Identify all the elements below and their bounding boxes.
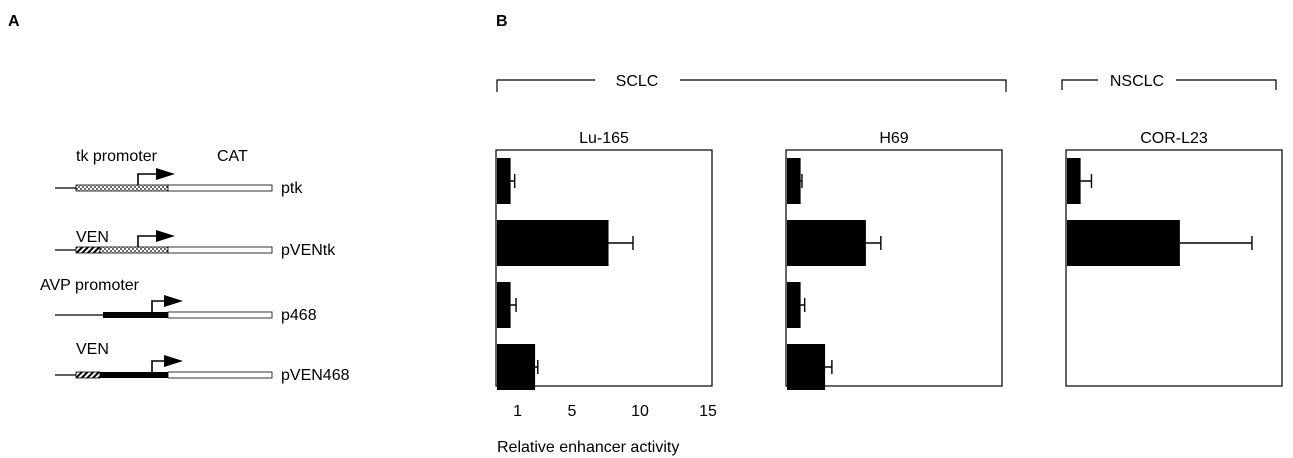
- bar-p468: [787, 282, 801, 328]
- chart-title-lu165: Lu-165: [579, 130, 629, 147]
- ven-label: VEN: [76, 341, 109, 358]
- construct-name: ptk: [281, 180, 303, 197]
- chart-frame-h69: [785, 149, 1003, 387]
- x-tick-label: 10: [631, 403, 649, 420]
- arrow-head: [164, 295, 183, 307]
- construct-name: p468: [281, 307, 317, 324]
- bar-pVENtk: [787, 220, 866, 266]
- cat-gene-box: [167, 371, 273, 379]
- error-bar: [865, 236, 882, 250]
- sclc-bracket: SCLC: [496, 73, 1007, 92]
- sclc-label: SCLC: [616, 73, 659, 90]
- chart-frame-corl23: [1065, 149, 1283, 387]
- construct-p468: AVP promoter p468: [40, 277, 317, 324]
- ven-label: VEN: [76, 229, 109, 246]
- cat-gene-box: [167, 184, 273, 192]
- nsclc-label: NSCLC: [1110, 73, 1164, 90]
- bar-ptk: [787, 158, 801, 204]
- bar-pVEN468: [787, 344, 826, 390]
- bars-layer: [497, 158, 1253, 390]
- cat-label: CAT: [217, 148, 248, 165]
- x-tick-labels: 1 5 10 15: [513, 403, 717, 420]
- error-bar: [510, 174, 516, 188]
- avp-promoter-box: [103, 312, 168, 318]
- arrow-head: [164, 355, 183, 367]
- error-bar: [800, 174, 803, 188]
- tk-promoter-label: tk promoter: [76, 148, 158, 165]
- cat-gene-box: [167, 246, 273, 254]
- bar-ptk: [497, 158, 511, 204]
- tk-promoter-box: [75, 184, 169, 192]
- tk-promoter-box: [99, 246, 169, 254]
- panel-a-label: A: [8, 13, 20, 30]
- avp-promoter-box: [100, 372, 168, 378]
- chart-title-corl23: COR-L23: [1140, 130, 1208, 147]
- nsclc-bracket: NSCLC: [1061, 73, 1277, 90]
- error-bar: [510, 298, 517, 312]
- transcription-start-arrow: [137, 235, 156, 247]
- construct-pventk: VEN pVENtk: [55, 229, 336, 259]
- chart-title-h69: H69: [879, 130, 908, 147]
- cat-gene-box: [167, 311, 273, 319]
- construct-pven468: VEN pVEN468: [55, 341, 350, 384]
- transcription-start-arrow: [137, 173, 156, 185]
- error-bar: [800, 298, 806, 312]
- bar-pVEN468: [497, 344, 536, 390]
- error-bar: [535, 360, 539, 374]
- bar-ptk: [1067, 158, 1081, 204]
- chart-frame-lu165: [495, 149, 713, 387]
- arrow-head: [156, 230, 175, 242]
- error-bar: [1179, 236, 1253, 250]
- panel-b-label: B: [496, 13, 508, 30]
- bar-pVENtk: [1067, 220, 1180, 266]
- error-bar: [825, 360, 833, 374]
- avp-promoter-label: AVP promoter: [40, 277, 140, 294]
- x-tick-label: 1: [513, 403, 522, 420]
- bar-p468: [497, 282, 511, 328]
- ven-enhancer-box: [75, 246, 101, 254]
- construct-name: pVEN468: [281, 367, 350, 384]
- x-axis-label: Relative enhancer activity: [497, 439, 679, 456]
- transcription-start-arrow: [151, 360, 164, 372]
- x-tick-label: 5: [568, 403, 577, 420]
- ven-enhancer-box: [75, 371, 101, 379]
- x-tick-label: 15: [699, 403, 717, 420]
- error-bar: [1080, 174, 1093, 188]
- bar-pVENtk: [497, 220, 609, 266]
- construct-ptk: tk promoter CAT ptk: [55, 148, 303, 197]
- arrow-head: [156, 168, 175, 180]
- construct-name: pVENtk: [281, 242, 336, 259]
- error-bar: [608, 236, 634, 250]
- transcription-start-arrow: [151, 300, 164, 312]
- construct-diagrams: tk promoter CAT ptk VEN pVENtk AVP promo…: [40, 148, 350, 384]
